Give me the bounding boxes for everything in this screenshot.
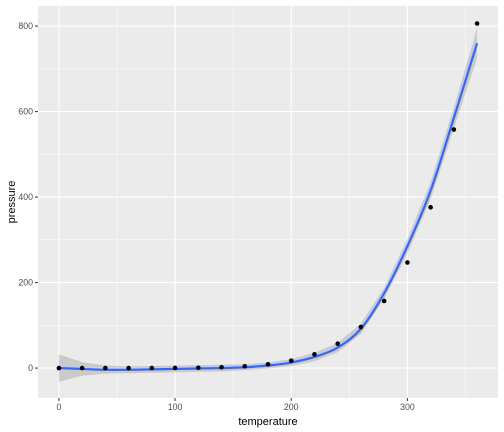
- y-axis-title: pressure: [6, 181, 18, 224]
- data-point: [126, 365, 131, 371]
- minor-grid: [38, 6, 498, 398]
- x-tick-label: 0: [56, 402, 61, 412]
- y-tick-label: 0: [28, 363, 33, 373]
- y-tick-label: 800: [18, 21, 33, 31]
- data-point: [474, 21, 480, 26]
- data-point: [56, 365, 62, 371]
- data-point: [428, 205, 433, 210]
- x-axis-ticks: 0 100 200 300: [56, 398, 415, 412]
- y-tick-label: 600: [18, 107, 33, 117]
- data-point: [405, 260, 410, 265]
- data-point: [219, 364, 224, 370]
- data-point: [451, 127, 457, 132]
- data-point: [149, 365, 155, 371]
- major-grid: [38, 6, 498, 398]
- data-point: [172, 365, 178, 371]
- x-tick-label: 300: [400, 402, 415, 412]
- data-point: [79, 365, 85, 371]
- data-point: [312, 352, 317, 357]
- y-tick-label: 200: [18, 278, 33, 288]
- data-point: [196, 365, 201, 371]
- data-point: [103, 365, 108, 371]
- x-tick-label: 200: [284, 402, 299, 412]
- data-points: [56, 21, 480, 371]
- data-point: [381, 298, 387, 304]
- data-point: [358, 324, 364, 330]
- x-tick-label: 100: [168, 402, 183, 412]
- data-point: [288, 358, 294, 363]
- data-point: [335, 341, 340, 347]
- y-axis-ticks: 0 200 400 600 800: [18, 21, 38, 373]
- x-axis-title: temperature: [238, 416, 297, 428]
- plot-panel: [38, 6, 498, 398]
- data-point: [242, 363, 248, 369]
- data-point: [265, 362, 271, 367]
- y-tick-label: 400: [18, 192, 33, 202]
